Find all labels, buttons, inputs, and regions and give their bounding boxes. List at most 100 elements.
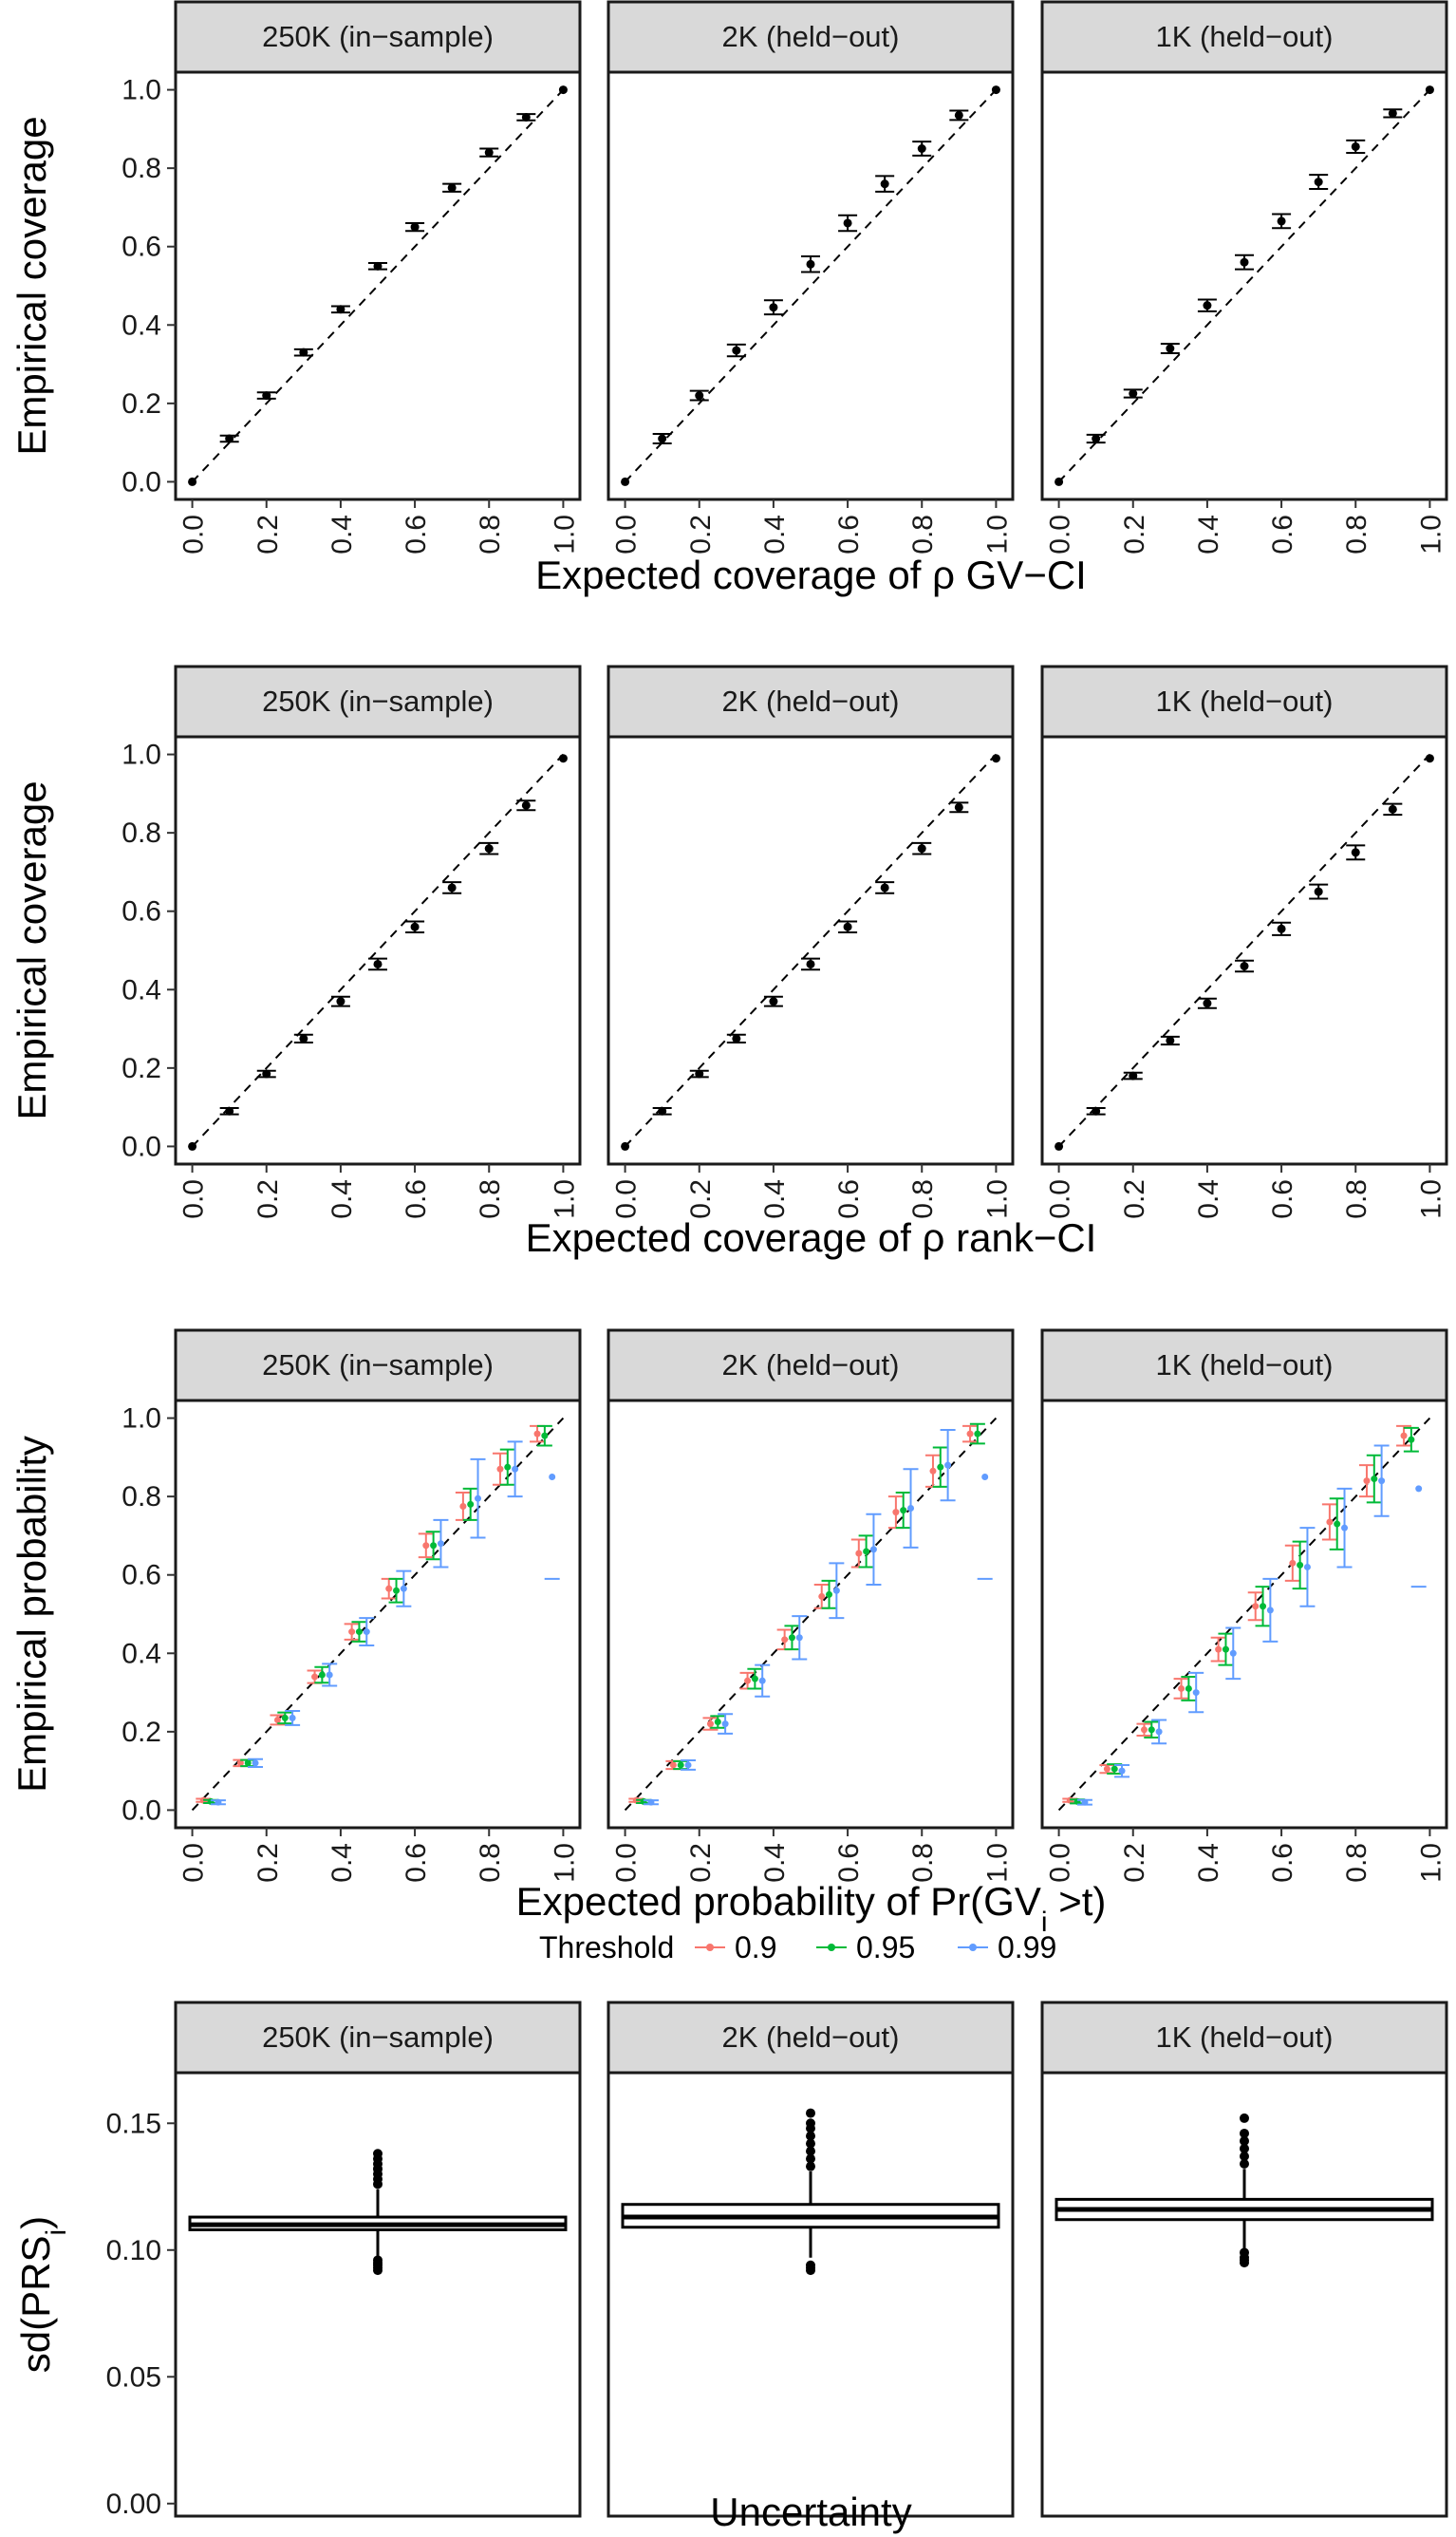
data-point <box>549 1474 556 1481</box>
outlier-point <box>806 2265 815 2276</box>
legend-label: 0.99 <box>998 1930 1056 1964</box>
data-point <box>467 1500 475 1508</box>
data-point <box>400 1585 407 1592</box>
outlier-point <box>806 2108 815 2118</box>
x-tick-label: 0.2 <box>1119 1179 1150 1219</box>
data-point <box>326 1671 333 1679</box>
data-point <box>795 1634 803 1642</box>
data-point <box>900 1507 907 1514</box>
x-tick-label: 1.0 <box>549 1843 580 1883</box>
data-point <box>1371 1475 1378 1483</box>
data-point <box>855 1550 863 1557</box>
x-axis-title: Expected coverage of ρ rank−CI <box>526 1215 1097 1260</box>
data-point <box>262 1069 271 1079</box>
y-tick-label: 0.8 <box>121 817 161 849</box>
data-point <box>647 1798 655 1806</box>
data-point <box>496 1465 504 1473</box>
facet-strip <box>607 1328 1015 1402</box>
facet-label: 1K (held−out) <box>1156 2020 1334 2054</box>
data-point <box>447 883 457 893</box>
data-point <box>422 1542 430 1550</box>
data-point <box>892 1509 900 1516</box>
data-point <box>1118 1767 1126 1775</box>
x-tick-label: 0.4 <box>327 515 358 554</box>
x-tick-label: 0.8 <box>475 1179 506 1219</box>
x-tick-label: 0.4 <box>1193 515 1224 554</box>
data-point <box>430 1542 438 1550</box>
data-point <box>1388 108 1397 118</box>
data-point <box>1400 1432 1408 1439</box>
legend-label: 0.9 <box>735 1930 776 1964</box>
panel-4-3: 1K (held−out) <box>1040 2001 1448 2518</box>
x-tick-label: 0.4 <box>759 1843 791 1883</box>
data-point <box>244 1759 252 1767</box>
data-point <box>843 218 852 228</box>
x-tick-label: 0.8 <box>1341 1179 1372 1219</box>
data-point <box>1203 999 1212 1008</box>
data-point <box>1129 389 1138 399</box>
x-tick-label: 0.8 <box>475 515 506 554</box>
y-tick-label: 1.0 <box>121 740 161 771</box>
data-point <box>1351 141 1360 151</box>
x-axis-title: Expected coverage of ρ GV−CI <box>535 553 1087 597</box>
facet-label: 250K (in−sample) <box>262 685 494 718</box>
x-tick-label: 0.2 <box>1119 515 1150 554</box>
x-tick-label: 1.0 <box>981 1179 1013 1219</box>
y-tick-label: 1.0 <box>121 1403 161 1435</box>
x-tick-label: 0.8 <box>1341 515 1372 554</box>
x-axis-title: Expected probability of Pr(GVi >t) <box>516 1879 1107 1938</box>
data-point <box>558 85 568 95</box>
data-point <box>1178 1684 1185 1692</box>
data-point <box>744 1677 752 1684</box>
facet-strip <box>1040 1328 1448 1402</box>
data-point <box>1425 754 1434 763</box>
data-point <box>788 1634 795 1642</box>
x-tick-label: 0.6 <box>401 1843 432 1883</box>
data-point <box>769 997 778 1006</box>
data-point <box>188 477 197 486</box>
data-point <box>869 1546 877 1553</box>
data-point <box>1388 804 1397 814</box>
x-tick-label: 0.6 <box>833 1179 865 1219</box>
outlier-point <box>1240 2258 1249 2268</box>
data-point <box>929 1467 937 1475</box>
data-point <box>863 1548 870 1555</box>
data-point <box>1277 216 1286 226</box>
data-point <box>311 1673 319 1681</box>
data-point <box>806 259 815 269</box>
data-point <box>832 1587 840 1594</box>
data-point <box>880 883 889 893</box>
x-tick-label: 1.0 <box>549 515 580 554</box>
outlier-point <box>373 2265 383 2276</box>
data-point <box>355 1628 363 1636</box>
x-tick-label: 0.4 <box>759 515 791 554</box>
x-tick-label: 1.0 <box>549 1179 580 1219</box>
data-point <box>1081 1798 1089 1806</box>
data-point <box>299 348 308 357</box>
data-point <box>769 303 778 312</box>
data-point <box>966 1430 974 1438</box>
data-point <box>1155 1728 1163 1736</box>
data-point <box>721 1720 729 1728</box>
data-point <box>236 1759 244 1767</box>
data-point <box>917 144 926 154</box>
data-point <box>695 391 704 401</box>
data-point <box>447 183 457 193</box>
x-tick-label: 0.0 <box>1045 1179 1076 1219</box>
data-point <box>658 434 667 443</box>
x-axis-title-main: Expected probability of Pr(GV <box>516 1879 1041 1924</box>
data-point <box>1203 301 1212 310</box>
outlier-point <box>806 2131 815 2141</box>
data-point <box>621 1141 630 1151</box>
y-tick-label: 0.8 <box>121 1481 161 1513</box>
data-point <box>937 1463 944 1471</box>
facet-label: 1K (held−out) <box>1156 20 1334 53</box>
data-point <box>459 1502 467 1510</box>
data-point <box>373 261 383 271</box>
data-point <box>1185 1684 1192 1692</box>
outlier-point <box>806 2138 815 2149</box>
facet-strip <box>174 1328 582 1402</box>
data-point <box>1326 1518 1334 1526</box>
data-point <box>658 1106 667 1116</box>
data-point <box>512 1465 519 1473</box>
